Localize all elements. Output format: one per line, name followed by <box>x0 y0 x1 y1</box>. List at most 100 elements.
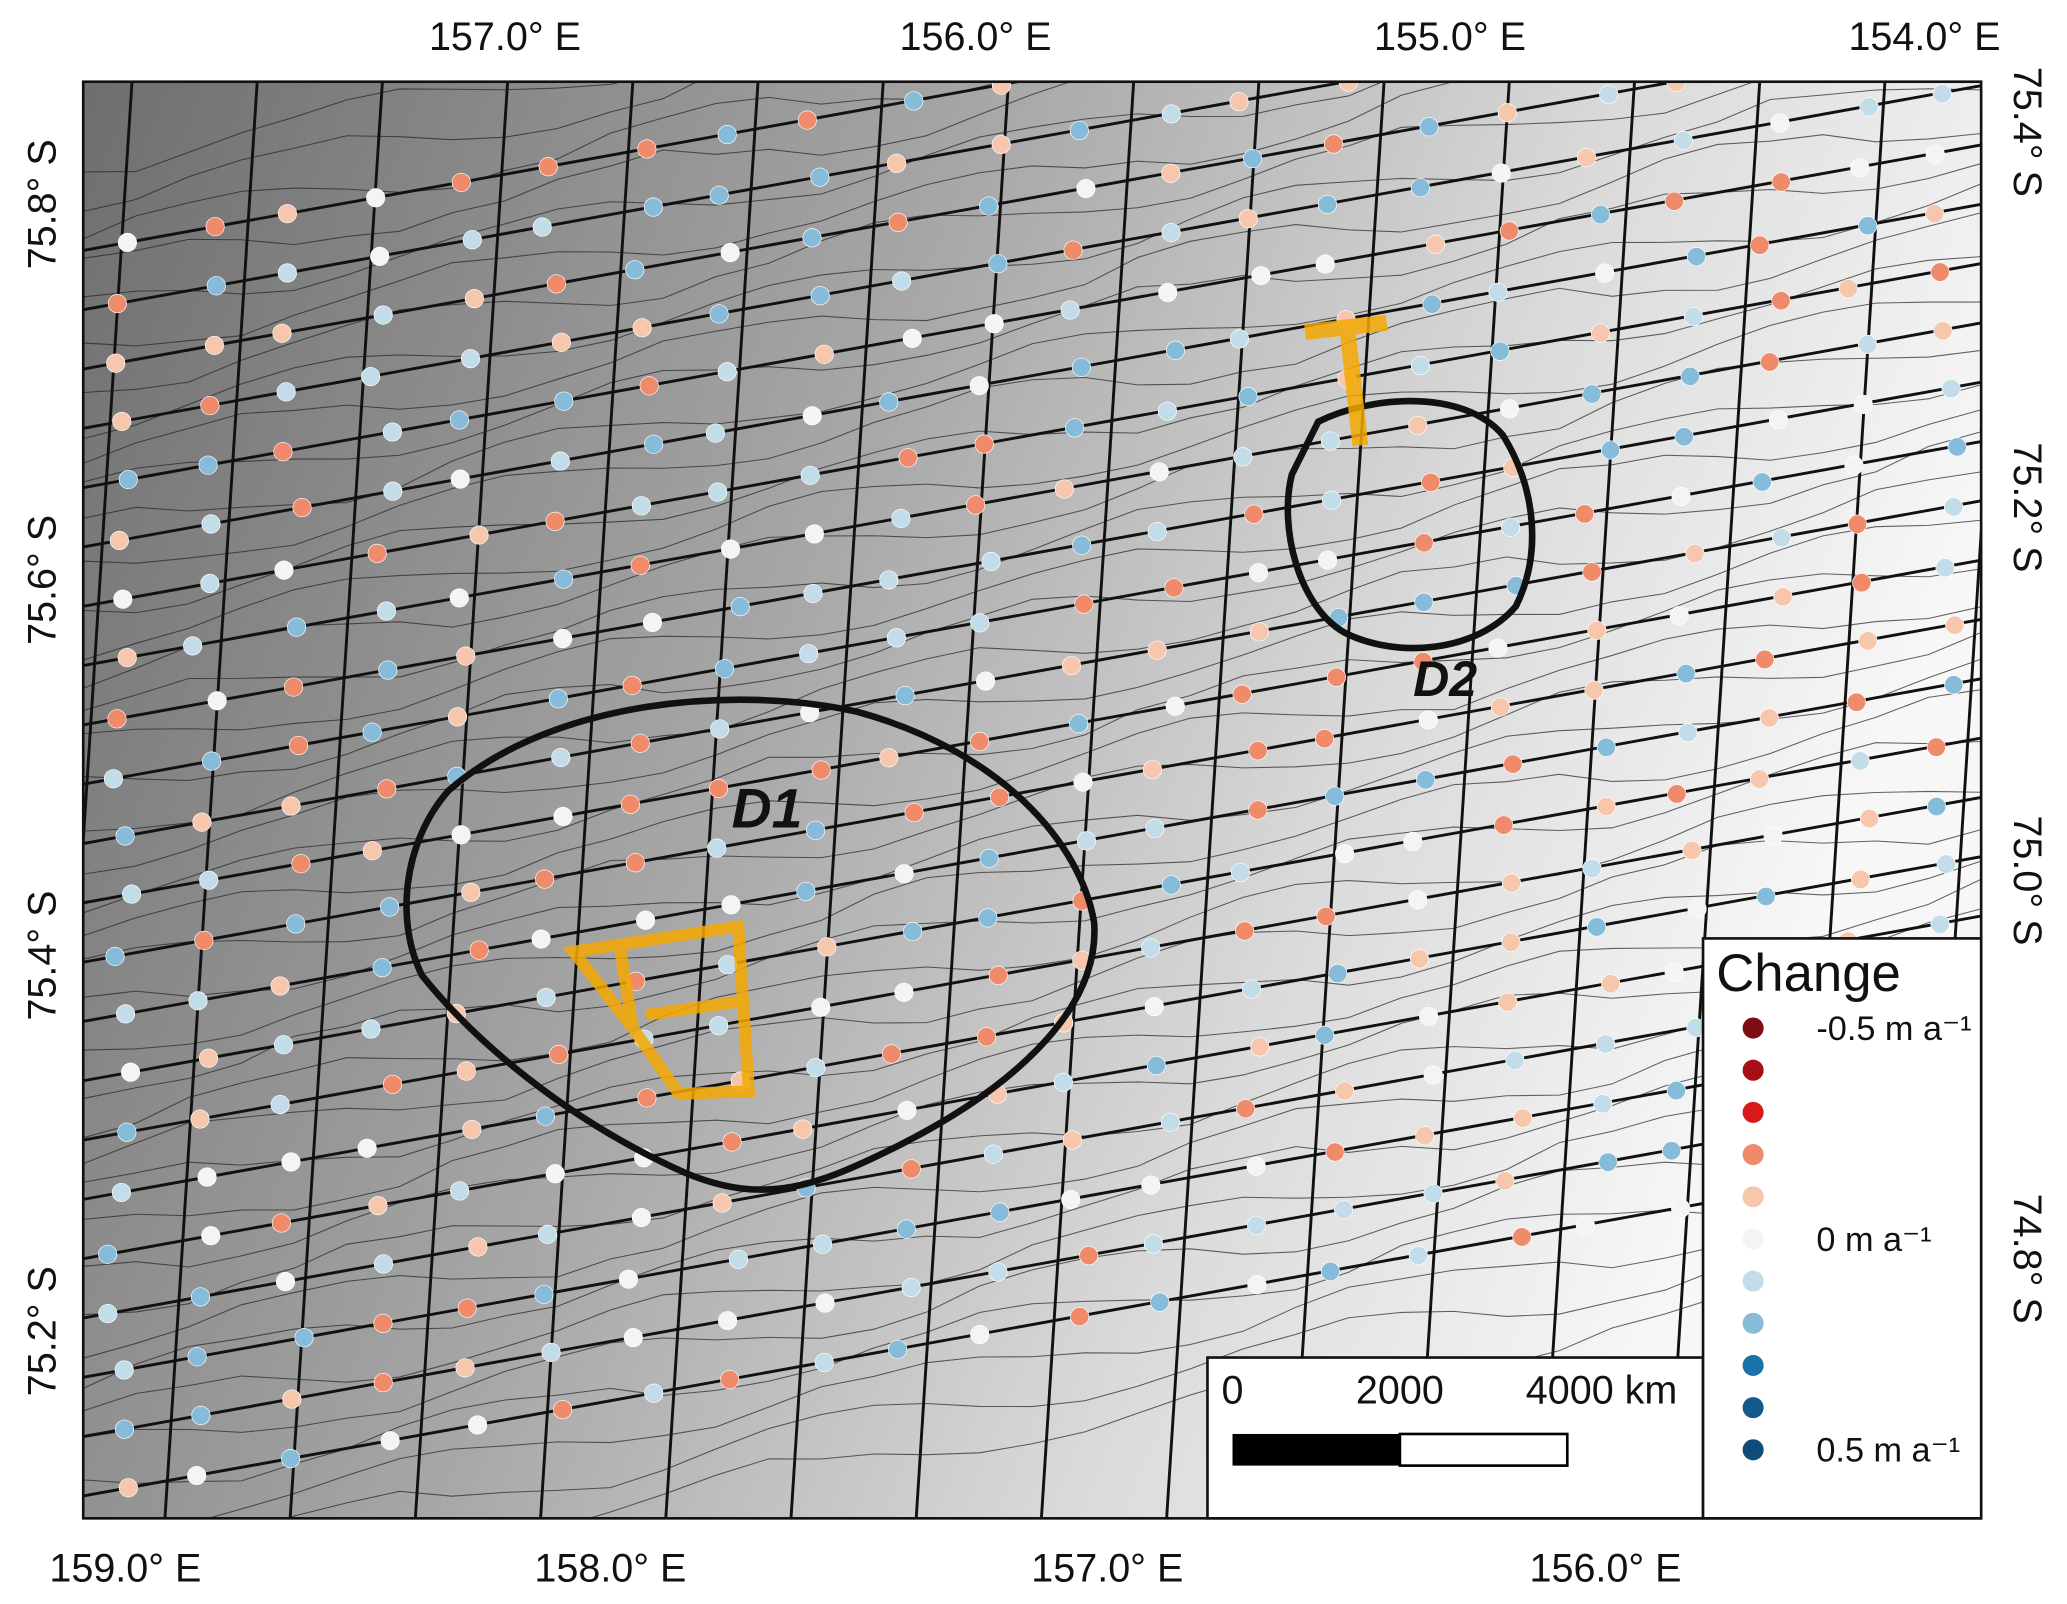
change-point <box>460 349 481 369</box>
change-point <box>815 1293 835 1313</box>
change-point <box>538 1224 558 1244</box>
change-point <box>1857 334 1878 354</box>
change-point <box>1587 917 1607 937</box>
change-point <box>1932 84 1952 104</box>
change-point <box>117 1122 137 1142</box>
change-point <box>202 751 222 771</box>
change-point <box>1244 504 1264 524</box>
change-point <box>631 496 651 516</box>
change-point <box>1247 1215 1267 1235</box>
change-point <box>1575 1215 1595 1236</box>
change-point <box>1850 751 1870 771</box>
change-point <box>468 1415 488 1435</box>
change-point <box>455 1358 475 1378</box>
change-point <box>1927 796 1947 817</box>
legend-swatch <box>1742 1270 1764 1292</box>
change-point <box>721 895 741 915</box>
change-point <box>988 254 1008 274</box>
legend-swatch <box>1742 1439 1764 1461</box>
axis-labels: 157.0° E 156.0° E 155.0° E 154.0° E 159.0° E… <box>21 15 2050 1591</box>
change-points <box>98 81 1967 1498</box>
contour <box>83 212 1982 564</box>
change-point <box>991 134 1011 155</box>
change-point <box>1076 831 1097 851</box>
change-point <box>1061 656 1081 676</box>
change-point <box>1488 638 1508 658</box>
left-label: 75.8° S <box>21 139 65 269</box>
change-point <box>892 271 912 291</box>
change-point <box>1414 533 1434 553</box>
change-point <box>981 551 1001 572</box>
change-point <box>549 1044 569 1065</box>
change-point <box>1495 1171 1515 1191</box>
change-point <box>817 937 837 957</box>
change-point <box>187 1465 207 1486</box>
change-point <box>194 930 214 950</box>
change-point <box>1315 254 1335 274</box>
change-point <box>103 769 123 789</box>
change-point <box>1851 869 1871 890</box>
top-label: 154.0° E <box>1848 15 2000 59</box>
change-point <box>1750 235 1770 255</box>
change-point <box>1935 558 1955 578</box>
change-point <box>800 465 820 485</box>
change-point <box>535 869 555 889</box>
change-point <box>107 709 127 729</box>
change-point <box>1325 1142 1345 1162</box>
change-point <box>546 274 566 294</box>
change-point <box>642 612 662 632</box>
change-point <box>282 1389 302 1409</box>
contour <box>83 606 1982 937</box>
change-point <box>1858 216 1878 236</box>
change-point <box>643 197 663 217</box>
flight-line <box>83 81 1026 252</box>
change-point <box>273 1035 294 1055</box>
contour <box>83 860 1982 1183</box>
change-point <box>1852 573 1872 593</box>
left-label: 75.2° S <box>21 1266 65 1396</box>
change-point <box>1577 148 1597 168</box>
change-point <box>814 344 834 364</box>
change-point <box>1335 844 1355 864</box>
change-point <box>373 1313 393 1333</box>
change-point <box>1142 760 1162 780</box>
change-point <box>447 707 468 727</box>
change-point <box>1850 158 1870 178</box>
contour <box>83 431 1982 782</box>
change-point <box>289 735 309 755</box>
change-point <box>464 289 484 309</box>
change-point <box>635 910 656 930</box>
change-point <box>1930 262 1950 282</box>
change-point <box>204 335 224 355</box>
change-point <box>1321 490 1342 510</box>
change-point <box>551 332 571 352</box>
change-point <box>709 1016 729 1036</box>
change-point <box>1315 1025 1335 1045</box>
change-point <box>1490 341 1510 361</box>
scale-segment <box>1232 1433 1400 1466</box>
change-point <box>118 469 138 490</box>
change-point <box>1426 234 1446 254</box>
change-point <box>896 1219 916 1239</box>
change-point <box>197 1167 217 1187</box>
change-point <box>117 232 137 253</box>
change-point <box>1326 667 1346 687</box>
change-point <box>1403 831 1423 852</box>
change-point <box>205 217 225 237</box>
change-point <box>1771 291 1791 311</box>
change-point <box>292 498 312 518</box>
change-point <box>1763 826 1783 846</box>
contour <box>83 81 1756 394</box>
contour <box>83 471 1982 832</box>
change-point <box>803 583 823 604</box>
bottom-label: 159.0° E <box>49 1547 201 1591</box>
change-point <box>373 1373 393 1393</box>
change-point <box>548 689 568 709</box>
change-point <box>1248 563 1269 583</box>
change-point <box>1141 1175 1161 1195</box>
change-point <box>1423 1065 1443 1085</box>
change-point <box>988 965 1008 985</box>
change-point <box>1853 394 1873 415</box>
change-point <box>1248 741 1268 761</box>
flight-line <box>1666 81 1762 1519</box>
